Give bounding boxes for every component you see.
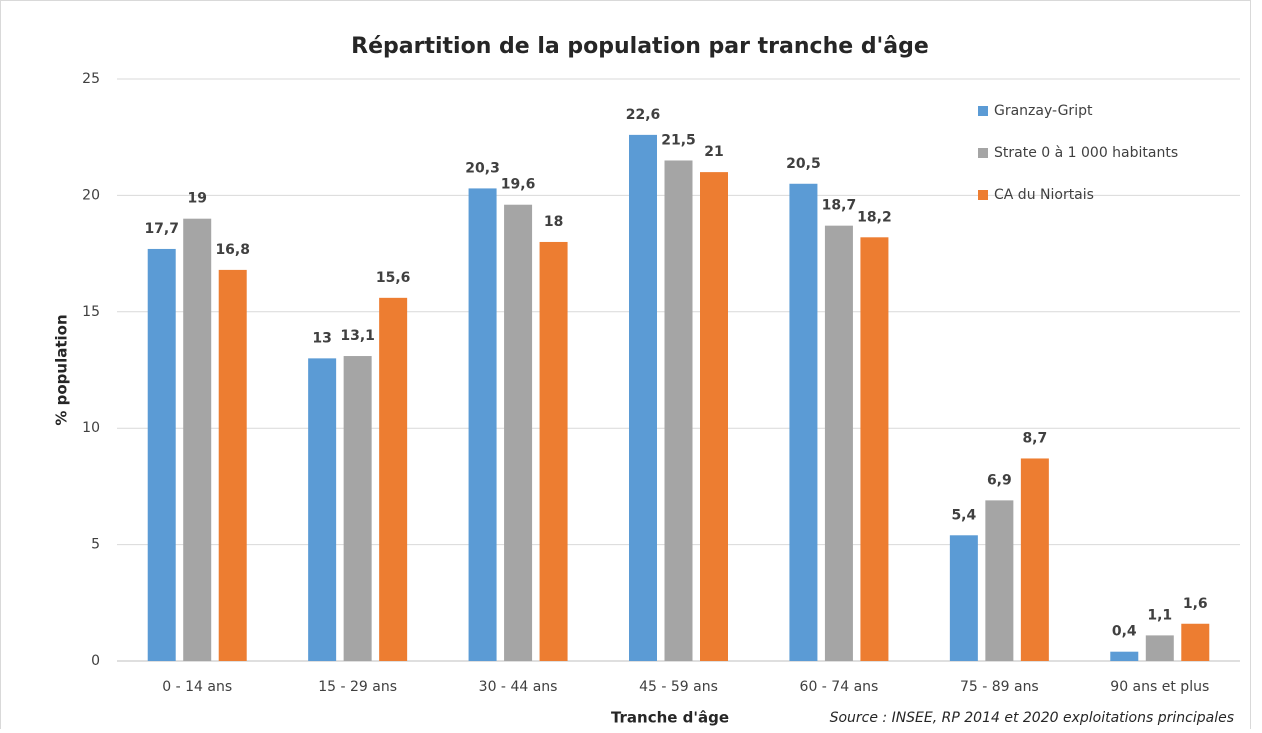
x-tick-label: 15 - 29 ans (318, 679, 397, 695)
bar (308, 358, 337, 661)
y-tick-label: 20 (82, 187, 100, 203)
y-tick-label: 10 (82, 420, 100, 436)
source-note: Source : INSEE, RP 2014 et 2020 exploita… (830, 710, 1234, 726)
bar (379, 297, 408, 661)
value-label: 17,7 (144, 221, 179, 237)
y-tick-label: 25 (82, 71, 100, 87)
value-label: 0,4 (1112, 624, 1137, 640)
value-label: 19 (187, 191, 206, 207)
y-tick-label: 0 (91, 653, 100, 669)
value-label: 13,1 (340, 328, 375, 344)
x-tick-label: 30 - 44 ans (479, 679, 558, 695)
y-axis-label: % population (53, 314, 71, 425)
x-tick-label: 90 ans et plus (1110, 679, 1209, 695)
x-axis-label: Tranche d'âge (611, 709, 729, 727)
bar (949, 535, 978, 661)
chart-title: Répartition de la population par tranche… (351, 34, 929, 59)
bar (1110, 651, 1139, 661)
value-label: 22,6 (626, 107, 661, 123)
value-label: 18 (544, 214, 563, 230)
bar (183, 218, 212, 661)
x-tick-label: 60 - 74 ans (800, 679, 879, 695)
bar (985, 500, 1014, 661)
value-label: 1,6 (1183, 596, 1208, 612)
bar (664, 160, 693, 662)
value-label: 21 (704, 144, 723, 160)
x-tick-label: 75 - 89 ans (960, 679, 1039, 695)
bar (860, 237, 889, 661)
legend-label: CA du Niortais (994, 187, 1094, 203)
legend-label: Granzay-Gript (994, 103, 1093, 119)
value-label: 6,9 (987, 472, 1012, 488)
y-tick-label: 15 (82, 304, 100, 320)
value-label: 13 (312, 330, 331, 346)
value-label: 5,4 (951, 507, 976, 523)
legend-swatch (978, 190, 988, 200)
bar (629, 134, 657, 661)
value-label: 21,5 (661, 132, 696, 148)
bar (1181, 623, 1210, 661)
bar (539, 241, 568, 661)
bar (1020, 458, 1049, 661)
bar (1145, 635, 1174, 661)
bar (147, 248, 176, 661)
value-label: 19,6 (501, 177, 536, 193)
value-label: 8,7 (1022, 430, 1047, 446)
bar (468, 188, 497, 661)
value-label: 18,7 (822, 198, 857, 214)
value-label: 16,8 (215, 242, 250, 258)
value-label: 1,1 (1147, 607, 1172, 623)
x-tick-label: 45 - 59 ans (639, 679, 718, 695)
bar (824, 225, 853, 661)
value-label: 15,6 (376, 270, 411, 286)
x-tick-label: 0 - 14 ans (162, 679, 232, 695)
value-label: 18,2 (857, 209, 892, 225)
legend-label: Strate 0 à 1 000 habitants (994, 145, 1178, 161)
bar (789, 183, 818, 661)
bar (218, 269, 247, 661)
value-label: 20,5 (786, 156, 821, 172)
bar (700, 172, 728, 661)
bar (504, 204, 533, 661)
legend-swatch (978, 106, 988, 116)
bar (343, 356, 372, 661)
y-tick-label: 5 (91, 537, 100, 553)
legend-swatch (978, 148, 988, 158)
value-label: 20,3 (465, 160, 500, 176)
